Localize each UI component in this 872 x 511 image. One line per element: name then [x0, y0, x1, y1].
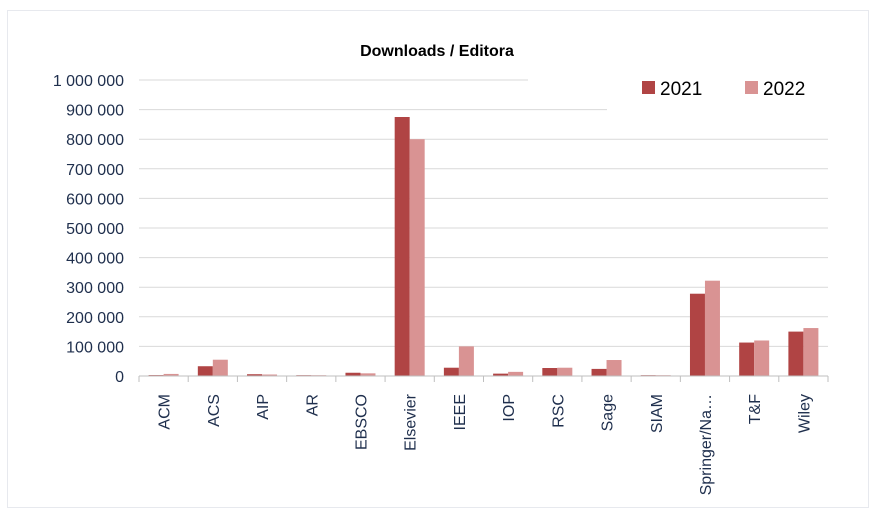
- y-tick-label: 1 000 000: [53, 73, 124, 90]
- y-tick-label: 400 000: [66, 251, 124, 268]
- x-tick-label: EBSCO: [353, 394, 370, 450]
- x-tick-label: IOP: [501, 394, 518, 422]
- x-tick-label: T&F: [747, 394, 764, 424]
- chart-title: Downloads / Editora: [360, 43, 514, 60]
- y-tick-label: 200 000: [66, 310, 124, 327]
- bar-2022-acs: [212, 359, 228, 376]
- x-tick-label: Wiley: [796, 394, 813, 433]
- x-tick-label: Elsevier: [403, 393, 420, 451]
- bar-2022-ebsco: [360, 373, 376, 376]
- bar-2022-ieee: [458, 346, 474, 376]
- bar-2021-iop: [493, 373, 509, 376]
- bar-2021-acs: [197, 366, 213, 376]
- bar-2021-rsc: [542, 368, 558, 376]
- bar-2022-aip: [262, 374, 278, 376]
- bar-2022-acm: [163, 373, 179, 376]
- bar-2021-elsevier: [394, 117, 410, 376]
- x-tick-label: Sage: [600, 394, 617, 431]
- x-tick-label: AIP: [255, 394, 272, 420]
- x-tick-label: ACS: [206, 394, 223, 427]
- gridlines: [139, 79, 828, 347]
- x-tick-label: IEEE: [452, 394, 469, 430]
- bar-2022-rsc: [557, 367, 573, 376]
- y-tick-label: 900 000: [66, 103, 124, 120]
- x-tick-label: AR: [304, 394, 321, 416]
- bars: [148, 117, 819, 376]
- legend-label-2022: 2022: [763, 79, 805, 100]
- bar-2022-sage: [606, 360, 622, 376]
- x-tick-label: RSC: [550, 394, 567, 428]
- bar-2022-t-f: [754, 340, 770, 376]
- y-tick-label: 500 000: [66, 221, 124, 238]
- y-tick-label: 600 000: [66, 191, 124, 208]
- bar-2021-aip: [247, 374, 263, 376]
- chart-frame: [7, 10, 869, 508]
- bar-2022-springer-na-: [704, 280, 720, 376]
- y-tick-label: 0: [115, 369, 124, 386]
- bar-2021-t-f: [739, 342, 755, 376]
- x-axis: ACM ACS AIP AR EBSCO Elsevier IEEE IOP RSC Sage SI…: [138, 375, 829, 495]
- y-tick-label: 700 000: [66, 162, 124, 179]
- bar-2022-iop: [508, 371, 524, 376]
- legend-label-2021: 2021: [660, 79, 702, 100]
- y-tick-label: 100 000: [66, 339, 124, 356]
- x-tick-label: SIAM: [649, 394, 666, 433]
- legend: 2021 2022: [642, 79, 805, 100]
- x-tick-label: Springer/Na…: [698, 394, 715, 495]
- bar-2021-sage: [591, 368, 607, 376]
- legend-swatch-2022: [745, 81, 758, 94]
- bar-2021-ieee: [443, 367, 459, 376]
- bar-2022-elsevier: [409, 139, 425, 376]
- legend-swatch-2021: [642, 81, 655, 94]
- bar-2021-ebsco: [345, 372, 361, 376]
- y-tick-label: 800 000: [66, 132, 124, 149]
- y-axis: 0 100 000 200 000 300 000 400 000 500 000 600 …: [53, 73, 124, 386]
- x-tick-label: ACM: [157, 394, 174, 430]
- y-tick-label: 300 000: [66, 280, 124, 297]
- bar-2021-springer-na-: [689, 293, 705, 376]
- bar-2021-wiley: [788, 331, 804, 376]
- bar-2022-wiley: [803, 328, 819, 376]
